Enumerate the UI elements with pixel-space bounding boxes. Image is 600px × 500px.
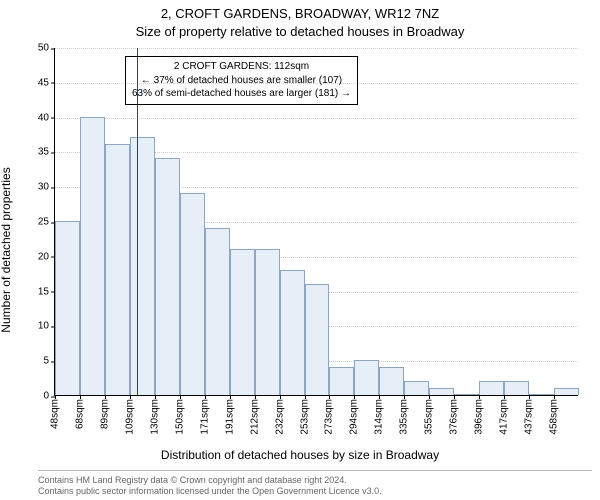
x-tick-mark <box>454 395 455 399</box>
annotation-line2: ← 37% of detached houses are smaller (10… <box>132 74 351 88</box>
histogram-bar <box>429 388 454 395</box>
chart-container: 2, CROFT GARDENS, BROADWAY, WR12 7NZ Siz… <box>0 0 600 500</box>
histogram-bar <box>205 228 230 395</box>
x-tick-mark <box>280 395 281 399</box>
histogram-bar <box>280 270 305 395</box>
annotation-box: 2 CROFT GARDENS: 112sqm ← 37% of detache… <box>125 56 358 105</box>
footer: Contains HM Land Registry data © Crown c… <box>38 470 592 498</box>
plot-area: 0510152025303540455048sqm68sqm89sqm109sq… <box>54 48 578 396</box>
histogram-bar <box>55 221 80 395</box>
x-tick-mark <box>305 395 306 399</box>
x-tick-mark <box>554 395 555 399</box>
y-tick-label: 45 <box>38 77 55 88</box>
x-tick-mark <box>230 395 231 399</box>
gridline <box>55 48 578 49</box>
histogram-bar <box>329 367 354 395</box>
histogram-bar <box>105 144 130 395</box>
x-tick-label: 171sqm <box>199 395 210 435</box>
histogram-bar <box>379 367 404 395</box>
gridline <box>55 118 578 119</box>
chart-title-line2: Size of property relative to detached ho… <box>0 24 600 39</box>
x-tick-mark <box>479 395 480 399</box>
x-tick-mark <box>354 395 355 399</box>
x-tick-mark <box>379 395 380 399</box>
y-tick-label: 5 <box>43 356 55 367</box>
y-tick-label: 10 <box>38 321 55 332</box>
x-tick-label: 232sqm <box>274 395 285 435</box>
x-tick-label: 294sqm <box>349 395 360 435</box>
y-tick-label: 15 <box>38 286 55 297</box>
x-tick-mark <box>329 395 330 399</box>
y-tick-label: 35 <box>38 147 55 158</box>
chart-title-line1: 2, CROFT GARDENS, BROADWAY, WR12 7NZ <box>0 6 600 21</box>
x-tick-mark <box>255 395 256 399</box>
x-tick-label: 212sqm <box>249 395 260 435</box>
y-tick-label: 20 <box>38 251 55 262</box>
y-tick-label: 50 <box>38 43 55 54</box>
histogram-bar <box>404 381 429 395</box>
annotation-line3: 63% of semi-detached houses are larger (… <box>132 87 351 101</box>
histogram-bar <box>180 193 205 395</box>
footer-line2: Contains public sector information licen… <box>38 486 592 498</box>
footer-line1: Contains HM Land Registry data © Crown c… <box>38 475 592 487</box>
histogram-bar <box>305 284 330 395</box>
x-tick-label: 89sqm <box>99 395 110 429</box>
x-tick-label: 437sqm <box>524 395 535 435</box>
x-tick-label: 253sqm <box>299 395 310 435</box>
histogram-bar <box>255 249 280 395</box>
x-tick-label: 376sqm <box>449 395 460 435</box>
x-tick-label: 417sqm <box>499 395 510 435</box>
histogram-bar <box>230 249 255 395</box>
x-tick-label: 335sqm <box>399 395 410 435</box>
x-tick-label: 68sqm <box>74 395 85 429</box>
x-tick-mark <box>404 395 405 399</box>
x-tick-label: 150sqm <box>174 395 185 435</box>
x-tick-mark <box>529 395 530 399</box>
x-tick-label: 130sqm <box>149 395 160 435</box>
x-tick-label: 355sqm <box>424 395 435 435</box>
x-tick-label: 273sqm <box>324 395 335 435</box>
x-tick-label: 396sqm <box>474 395 485 435</box>
histogram-bar <box>155 158 180 395</box>
x-tick-mark <box>80 395 81 399</box>
x-axis-label: Distribution of detached houses by size … <box>0 448 600 462</box>
annotation-line1: 2 CROFT GARDENS: 112sqm <box>132 60 351 74</box>
y-tick-label: 25 <box>38 217 55 228</box>
x-tick-mark <box>155 395 156 399</box>
x-tick-mark <box>205 395 206 399</box>
histogram-bar <box>479 381 504 395</box>
histogram-bar <box>80 117 105 395</box>
y-axis-label: Number of detached properties <box>0 85 13 250</box>
histogram-bar <box>504 381 529 395</box>
x-tick-mark <box>429 395 430 399</box>
x-tick-mark <box>55 395 56 399</box>
x-tick-label: 458sqm <box>549 395 560 435</box>
x-tick-label: 48sqm <box>50 395 61 429</box>
x-tick-label: 191sqm <box>224 395 235 435</box>
x-tick-mark <box>130 395 131 399</box>
histogram-bar <box>130 137 155 395</box>
x-tick-label: 109sqm <box>124 395 135 435</box>
x-tick-mark <box>504 395 505 399</box>
x-tick-label: 314sqm <box>374 395 385 435</box>
histogram-bar <box>354 360 379 395</box>
y-tick-label: 30 <box>38 182 55 193</box>
y-tick-label: 40 <box>38 112 55 123</box>
x-tick-mark <box>180 395 181 399</box>
histogram-bar <box>554 388 579 395</box>
x-tick-mark <box>105 395 106 399</box>
